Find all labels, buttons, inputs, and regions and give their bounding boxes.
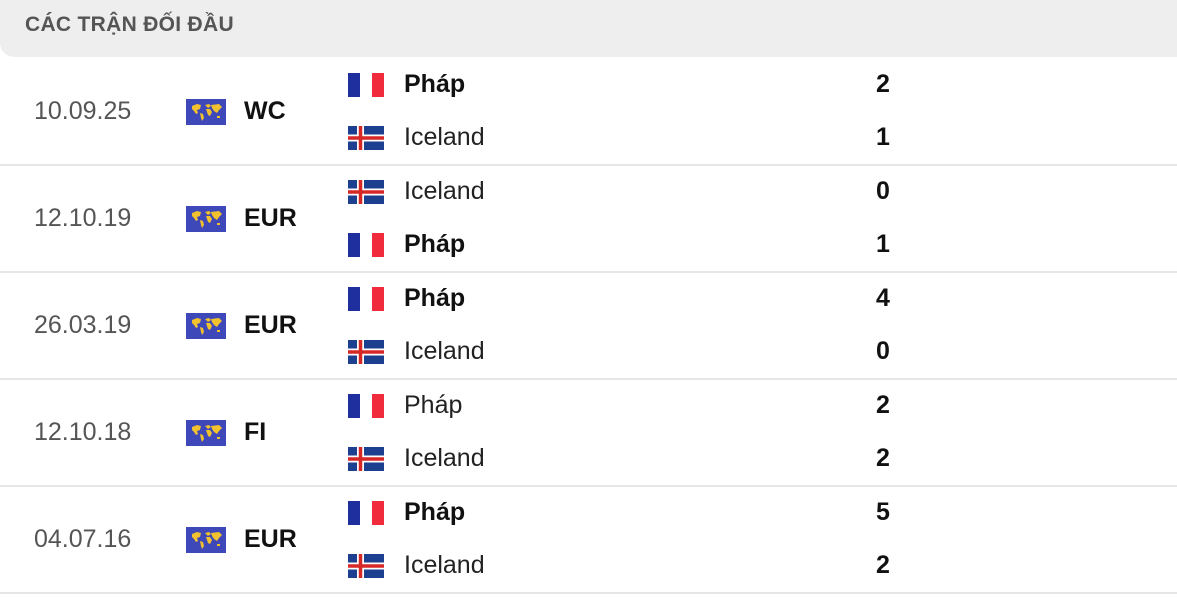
team-name: Iceland [404,551,485,579]
france-flag-icon [348,233,384,257]
team-home: Pháp 5 [348,498,948,528]
france-flag-icon [348,394,384,418]
world-map-icon [186,527,226,553]
team-name: Pháp [404,284,466,312]
competition-label: WC [244,97,286,125]
match-date: 12.10.18 [34,418,132,446]
iceland-flag-icon [348,126,384,150]
france-flag-icon [348,287,384,311]
team-name: Pháp [404,230,466,258]
team-away: Iceland 1 [348,123,948,153]
team-home: Pháp 2 [348,391,948,421]
team-name: Pháp [404,70,466,98]
team-away: Iceland 2 [348,551,948,581]
team-home: Pháp 4 [348,284,948,314]
match-date: 04.07.16 [34,525,132,553]
competition-label: FI [244,418,267,446]
team-score: 1 [876,123,890,151]
match-row[interactable]: 04.07.16 EUR Pháp 5 Iceland 2 [0,485,1177,594]
team-home: Pháp 2 [348,70,948,100]
match-row[interactable]: 10.09.25 WC Pháp 2 Iceland 1 [0,57,1177,166]
team-score: 2 [876,444,890,472]
team-name: Iceland [404,177,485,205]
team-score: 4 [876,284,890,312]
france-flag-icon [348,73,384,97]
iceland-flag-icon [348,554,384,578]
team-away: Pháp 1 [348,230,948,260]
world-map-icon [186,420,226,446]
team-away: Iceland 0 [348,337,948,367]
match-row[interactable]: 26.03.19 EUR Pháp 4 Iceland 0 [0,271,1177,380]
competition-label: EUR [244,204,297,232]
section-title: CÁC TRẬN ĐỐI ĐẦU [25,13,234,36]
team-name: Iceland [404,123,485,151]
team-score: 0 [876,337,890,365]
world-map-icon [186,206,226,232]
team-score: 1 [876,230,890,258]
team-name: Iceland [404,337,485,365]
iceland-flag-icon [348,340,384,364]
team-name: Pháp [404,498,466,526]
team-name: Iceland [404,444,485,472]
iceland-flag-icon [348,447,384,471]
competition-label: EUR [244,525,297,553]
match-date: 10.09.25 [34,97,132,125]
team-name: Pháp [404,391,463,419]
world-map-icon [186,313,226,339]
world-map-icon [186,99,226,125]
match-row[interactable]: 12.10.18 FI Pháp 2 Iceland 2 [0,378,1177,487]
iceland-flag-icon [348,180,384,204]
match-date: 26.03.19 [34,311,132,339]
team-score: 5 [876,498,890,526]
match-date: 12.10.19 [34,204,132,232]
competition-label: EUR [244,311,297,339]
team-score: 2 [876,70,890,98]
france-flag-icon [348,501,384,525]
section-header: CÁC TRẬN ĐỐI ĐẦU [0,0,1177,57]
team-away: Iceland 2 [348,444,948,474]
match-row[interactable]: 12.10.19 EUR Iceland 0 Pháp 1 [0,164,1177,273]
team-home: Iceland 0 [348,177,948,207]
team-score: 2 [876,391,890,419]
team-score: 2 [876,551,890,579]
team-score: 0 [876,177,890,205]
